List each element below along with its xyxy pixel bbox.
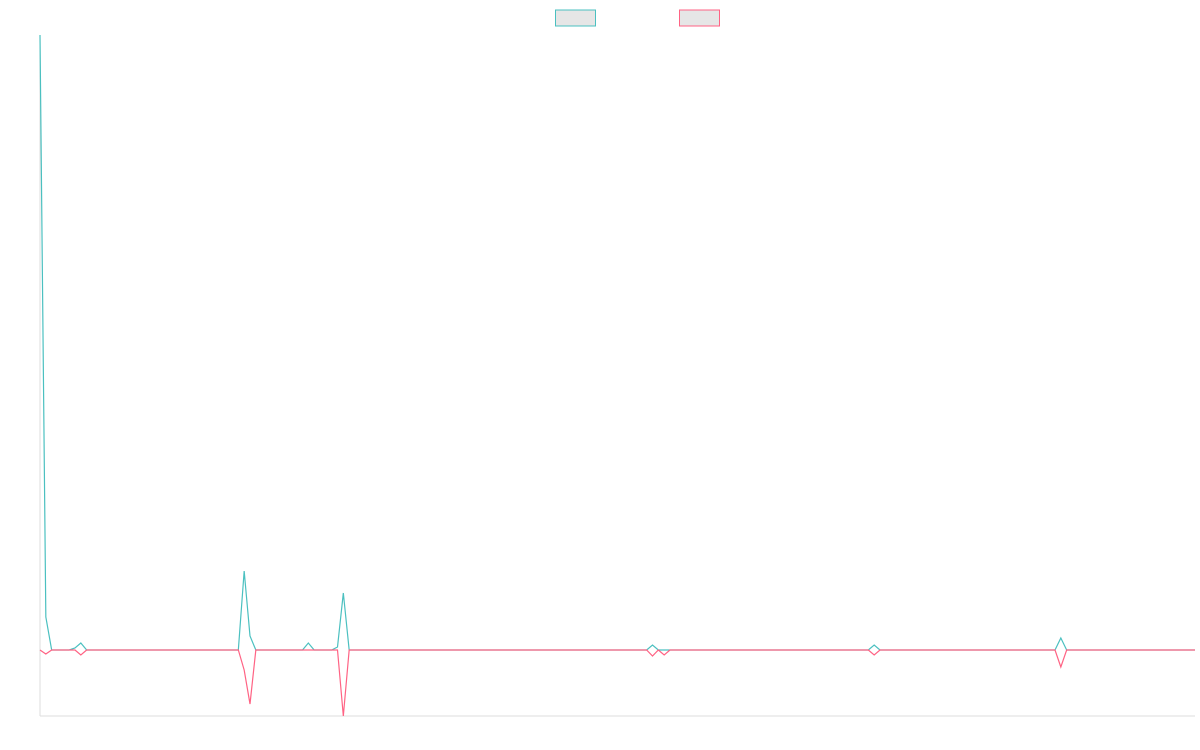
legend-swatch[interactable] xyxy=(679,9,720,27)
line-series xyxy=(39,649,1195,717)
line-series xyxy=(39,34,1195,651)
legend-swatch[interactable] xyxy=(555,9,596,27)
